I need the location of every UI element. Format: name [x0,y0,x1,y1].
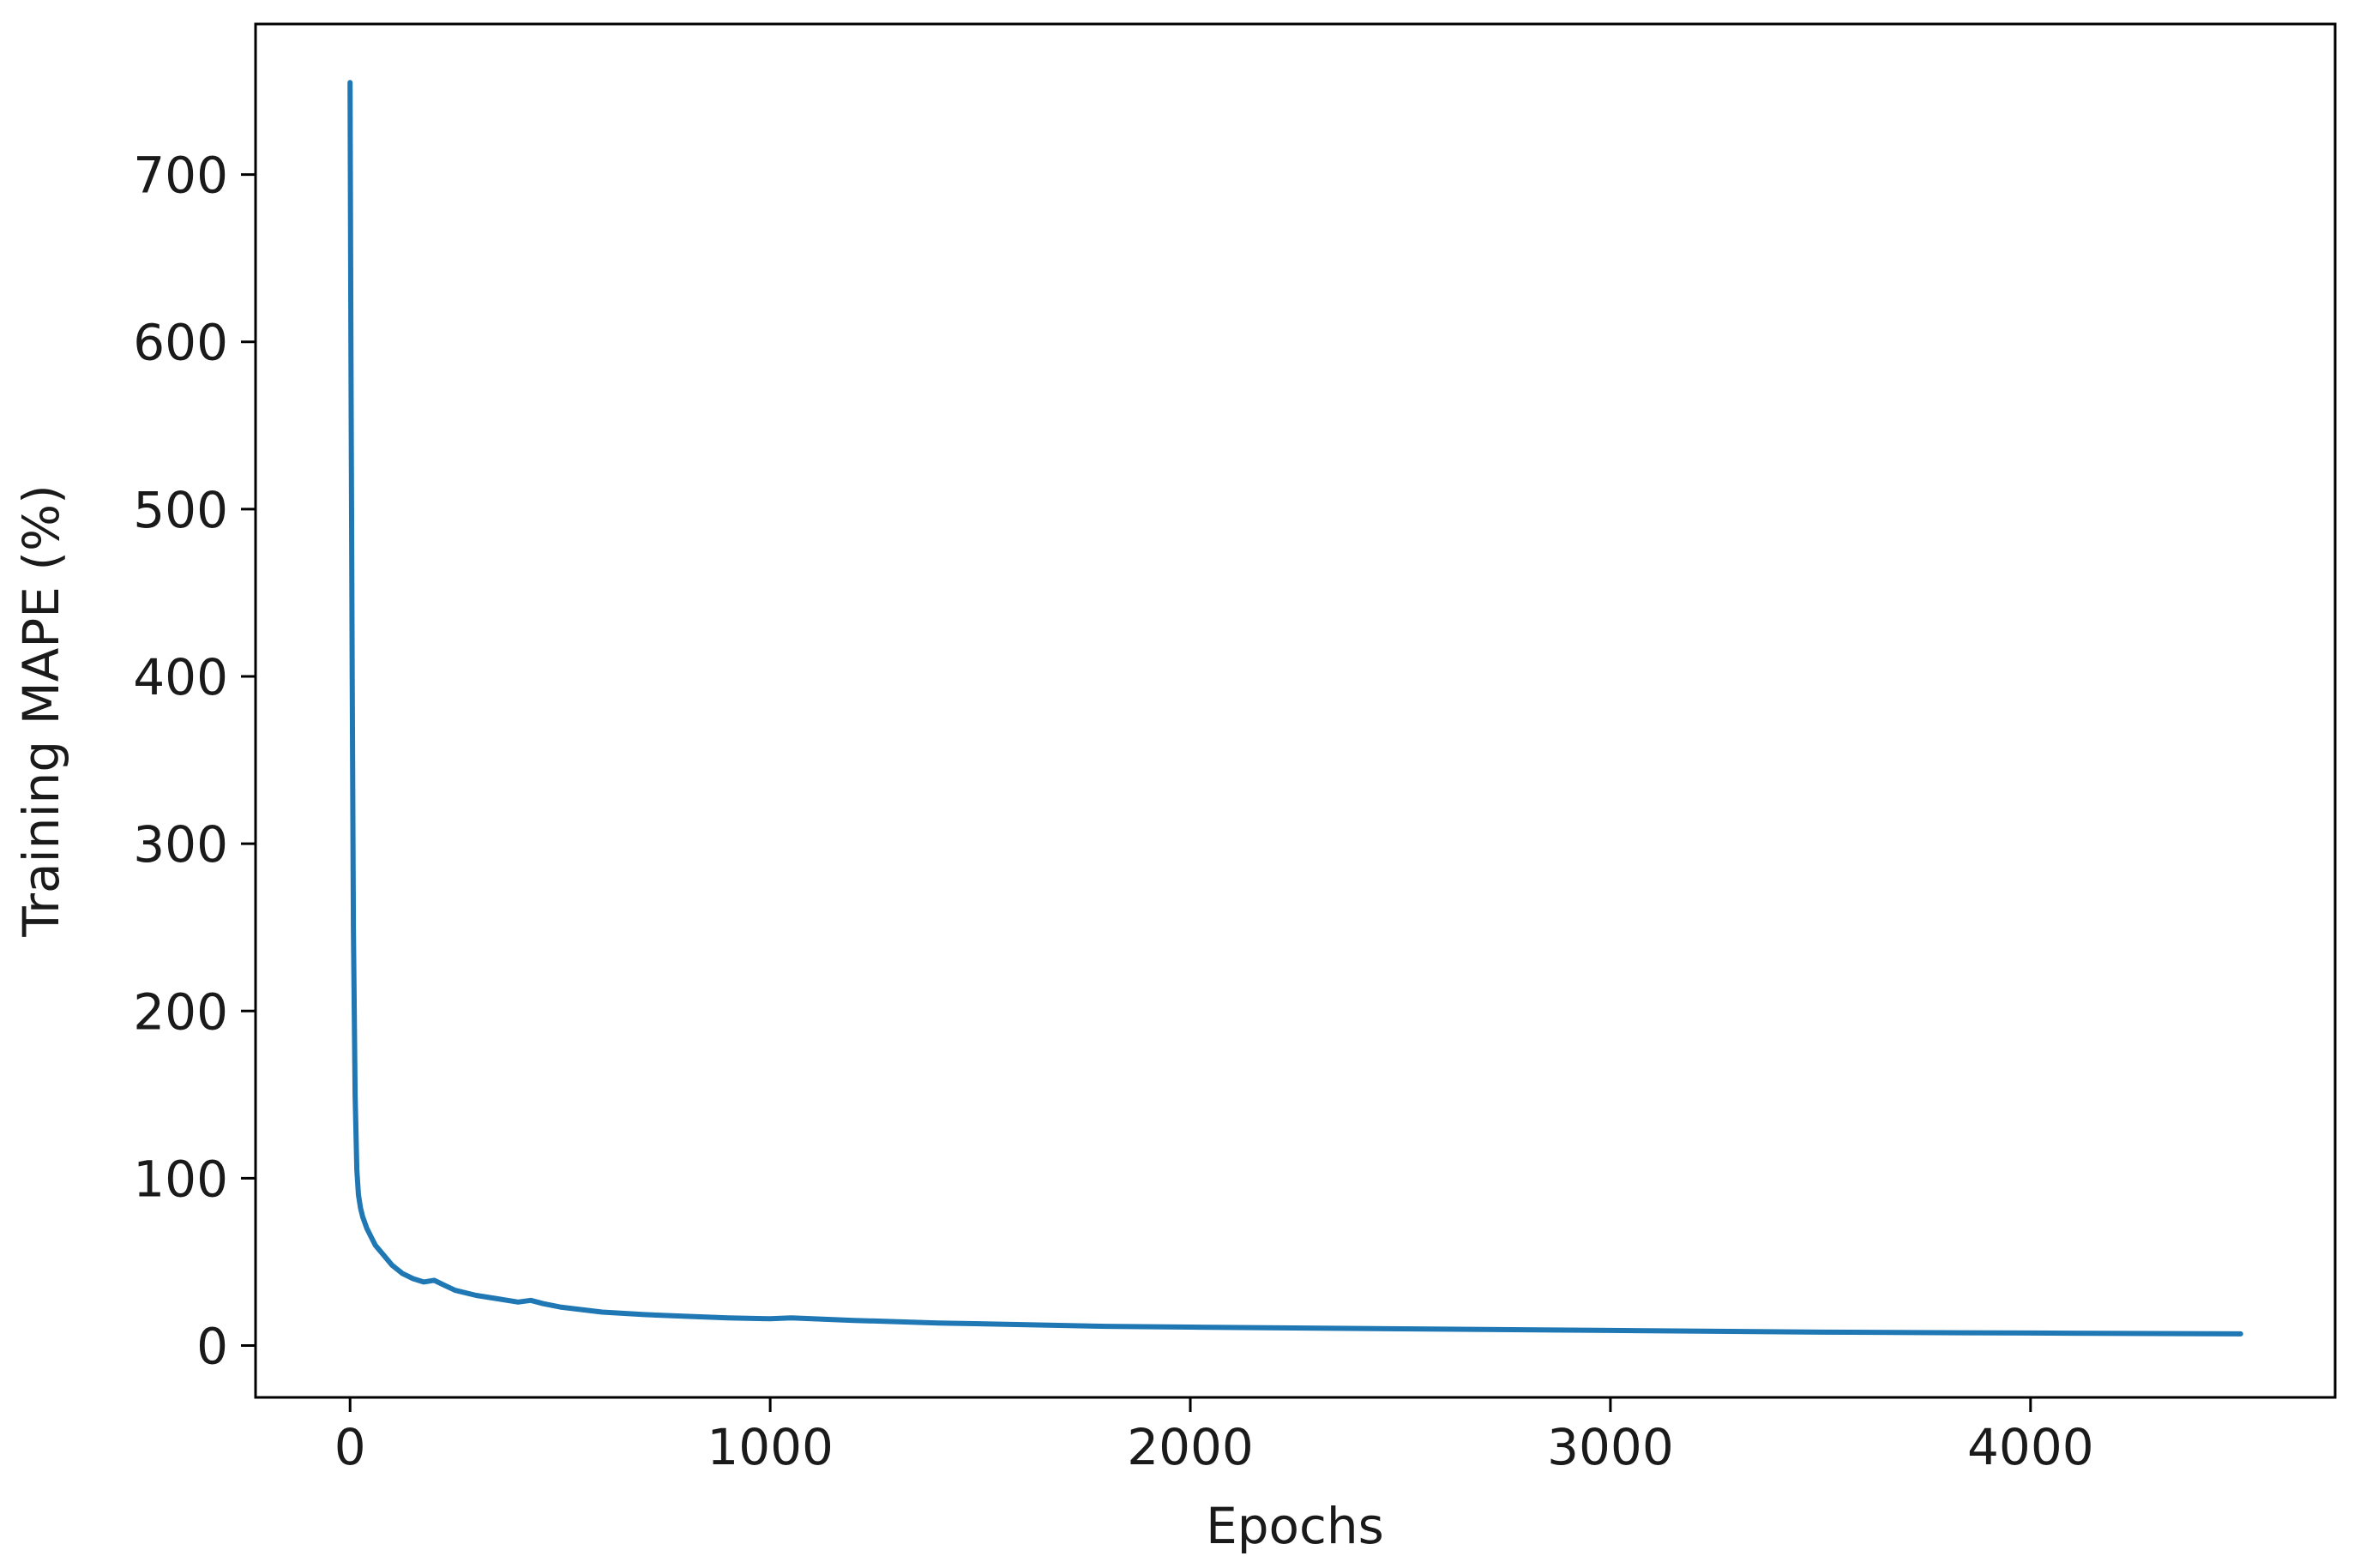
y-tick-label: 700 [133,147,228,205]
series-group [347,80,2243,1337]
x-axis-ticks: 0 1000 2000 3000 4000 [334,1397,2094,1476]
y-tick-label: 100 [133,1150,228,1208]
x-tick-label: 1000 [707,1418,834,1476]
y-tick-label: 600 [133,314,228,372]
y-tick-label: 500 [133,481,228,539]
y-tick-label: 400 [133,648,228,706]
y-tick-label: 0 [196,1318,228,1376]
y-tick-label: 200 [133,982,228,1041]
training-mape-line [347,80,2243,1337]
x-tick-label: 2000 [1127,1418,1254,1476]
x-tick-label: 3000 [1547,1418,1674,1476]
y-axis-label: Training MAPE (%) [12,484,70,937]
x-tick-label: 0 [334,1418,366,1476]
x-axis-label: Epochs [1206,1497,1384,1555]
y-axis-ticks: 0 100 200 300 400 500 600 700 [133,147,256,1376]
plot-area-frame [254,22,2337,1399]
y-tick-label: 300 [133,815,228,874]
x-tick-label: 4000 [1967,1418,2094,1476]
